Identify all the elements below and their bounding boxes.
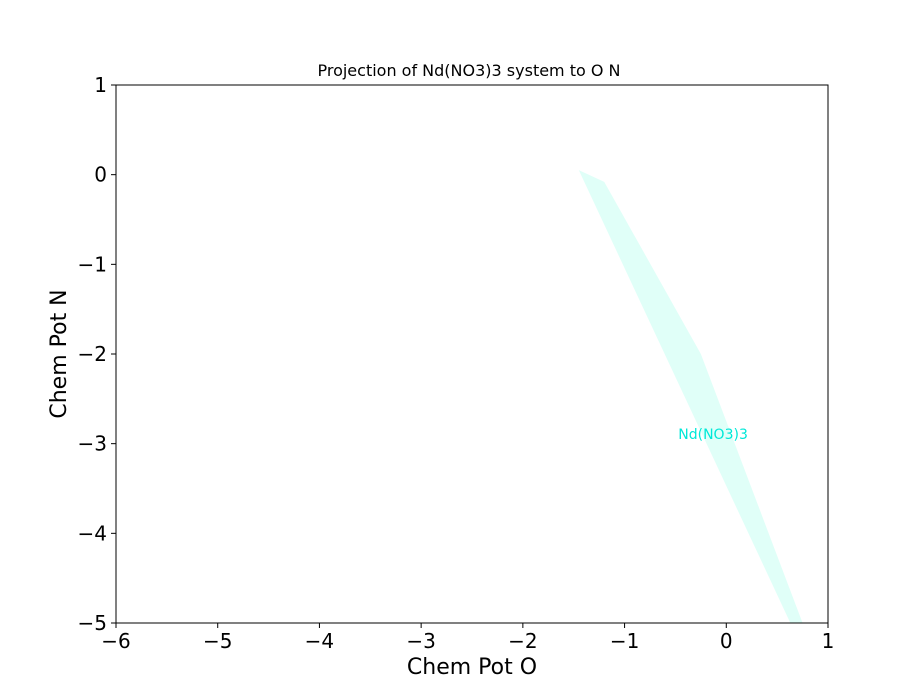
x-tick-label: 0: [720, 629, 733, 653]
y-tick-label: −5: [78, 611, 107, 635]
y-tick-label: −2: [78, 342, 107, 366]
y-axis-ticks: 1 0 −1 −2 −3 −4 −5: [78, 73, 116, 635]
y-tick-label: −1: [78, 252, 107, 276]
region-label: Nd(NO3)3: [678, 427, 748, 443]
x-tick-label: −3: [406, 629, 435, 653]
y-axis-label: Chem Pot N: [47, 289, 72, 418]
plot-frame: [115, 84, 829, 624]
x-tick-label: −4: [305, 629, 334, 653]
y-tick-label: −4: [78, 521, 107, 545]
y-tick-label: 1: [94, 73, 107, 97]
x-tick-label: −5: [203, 629, 232, 653]
x-tick-label: 1: [822, 629, 835, 653]
region-polygon: [578, 170, 803, 623]
y-tick-label: −3: [78, 432, 107, 456]
regions: Nd(NO3)3: [578, 170, 803, 623]
x-tick-label: −1: [610, 629, 639, 653]
chart-title: Projection of Nd(NO3)3 system to O N: [317, 61, 620, 80]
y-tick-label: 0: [94, 163, 107, 187]
x-axis-ticks: −6 −5 −4 −3 −2 −1 0 1: [101, 623, 834, 653]
x-axis-label: Chem Pot O: [407, 655, 537, 680]
x-tick-label: −6: [101, 629, 130, 653]
x-tick-label: −2: [508, 629, 537, 653]
